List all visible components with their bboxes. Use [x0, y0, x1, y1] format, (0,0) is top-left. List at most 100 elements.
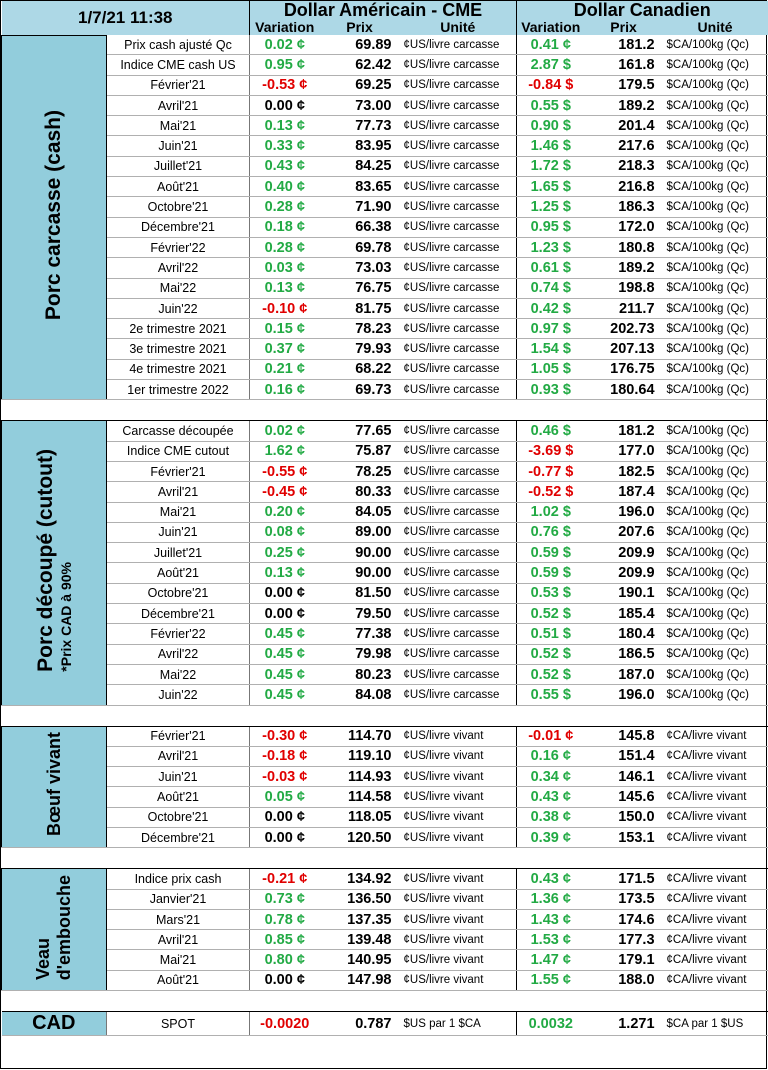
ca-variation: 0.93 $ — [516, 379, 585, 401]
us-unit: ¢US/livre vivant — [399, 786, 518, 808]
us-unit: ¢US/livre carcasse — [399, 420, 518, 442]
ca-unit: ¢CA/livre vivant — [662, 970, 768, 992]
us-unit: ¢US/livre vivant — [399, 868, 518, 890]
ca-price: 196.0 — [584, 684, 663, 706]
ca-unit: $CA/100kg (Qc) — [662, 502, 768, 523]
us-unit: ¢US/livre vivant — [399, 889, 518, 910]
row-label: Août'21 — [106, 786, 250, 808]
row-label: Juin'21 — [106, 135, 250, 157]
row-label: Février'22 — [106, 237, 250, 259]
ca-price: 174.6 — [584, 909, 663, 931]
table-row: Février'21 -0.53 ¢ 69.25 ¢US/livre carcasse… — [2, 75, 768, 96]
us-variation: 0.13 ¢ — [249, 278, 320, 299]
ca-price: 217.6 — [584, 135, 663, 157]
row-label: Janvier'21 — [106, 889, 250, 910]
table-row: Juin'22 -0.10 ¢ 81.75 ¢US/livre carcasse 0.4… — [2, 298, 768, 320]
ca-unit: $CA/100kg (Qc) — [662, 441, 768, 462]
row-label: Mai'21 — [106, 115, 250, 137]
ca-variation: 1.72 $ — [516, 156, 585, 178]
ca-variation: 0.52 $ — [516, 644, 585, 665]
table-row: Avril'21 0.00 ¢ 73.00 ¢US/livre carcasse 0.5… — [2, 95, 768, 117]
row-label: Prix cash ajusté Qc — [106, 35, 250, 56]
ca-unit: $CA/100kg (Qc) — [662, 176, 768, 198]
usd-group-title: Dollar Américain - CME — [249, 1, 518, 19]
us-variation: 0.02 ¢ — [249, 420, 320, 442]
us-variation: 0.08 ¢ — [249, 522, 320, 544]
ca-unit: $CA/100kg (Qc) — [662, 542, 768, 564]
us-price: 147.98 — [319, 970, 400, 992]
section-title: Bœuf vivant — [43, 732, 64, 837]
ca-unit: ¢CA/livre vivant — [662, 726, 768, 747]
ca-unit: $CA/100kg (Qc) — [662, 318, 768, 340]
row-label: Indice CME cutout — [106, 441, 250, 462]
table-row: Mai'21 0.13 ¢ 77.73 ¢US/livre carcasse 0.90 … — [2, 115, 768, 137]
ca-variation: 0.51 $ — [516, 623, 585, 645]
ca-price: 189.2 — [584, 95, 663, 117]
boeuf-section-label: Bœuf vivant — [1, 725, 107, 849]
ca-variation: 0.42 $ — [516, 298, 585, 320]
us-price: 79.93 — [319, 338, 400, 360]
us-variation: 0.37 ¢ — [249, 338, 320, 360]
ca-price: 151.4 — [584, 746, 663, 768]
row-label: Mai'21 — [106, 502, 250, 523]
us-variation: -0.53 ¢ — [249, 75, 320, 96]
ca-price: 190.1 — [584, 583, 663, 605]
us-unit: ¢US/livre carcasse — [399, 684, 518, 706]
table-row: Indice CME cash US 0.95 ¢ 62.42 ¢US/livre c… — [2, 54, 768, 76]
ca-variation: -0.01 ¢ — [516, 726, 585, 747]
table-row: Août'21 0.05 ¢ 114.58 ¢US/livre vivant 0.43 … — [2, 786, 768, 808]
carcasse-section-label: Porc carcasse (cash) — [1, 34, 107, 401]
header-row-columns: Variation Prix Unité Variation Prix Unit… — [2, 19, 768, 35]
ca-variation: 1.36 ¢ — [516, 889, 585, 910]
ca-variation: 0.52 $ — [516, 603, 585, 625]
section-title: Porc découpé (cutout) — [34, 449, 57, 672]
table-row: Janvier'21 0.73 ¢ 136.50 ¢US/livre vivant 1.… — [2, 889, 768, 910]
ca-unit: ¢CA/livre vivant — [662, 889, 768, 910]
us-unit: ¢US/livre carcasse — [399, 562, 518, 584]
us-variation: 0.00 ¢ — [249, 603, 320, 625]
us-price: 90.00 — [319, 562, 400, 584]
us-variation: -0.0020 — [249, 1011, 320, 1037]
us-unit: ¢US/livre carcasse — [399, 217, 518, 238]
ca-variation-header: Variation — [516, 19, 585, 35]
us-unit: ¢US/livre carcasse — [399, 298, 518, 320]
row-label: Décembre'21 — [106, 603, 250, 625]
us-unit: ¢US/livre carcasse — [399, 156, 518, 178]
ca-unit: $CA/100kg (Qc) — [662, 338, 768, 360]
ca-unit: $CA/100kg (Qc) — [662, 156, 768, 178]
ca-price: 185.4 — [584, 603, 663, 625]
us-variation: 0.00 ¢ — [249, 807, 320, 828]
ca-variation: 0.59 $ — [516, 542, 585, 564]
row-label: Octobre'21 — [106, 807, 250, 828]
ca-price: 189.2 — [584, 257, 663, 279]
ca-price: 145.8 — [584, 726, 663, 747]
table-row: 2e trimestre 2021 0.15 ¢ 78.23 ¢US/livre ca… — [2, 318, 768, 340]
us-unit: ¢US/livre carcasse — [399, 338, 518, 360]
ca-price: 209.9 — [584, 542, 663, 564]
ca-price: 180.8 — [584, 237, 663, 259]
table-row: 3e trimestre 2021 0.37 ¢ 79.93 ¢US/livre ca… — [2, 338, 768, 360]
us-variation: 0.16 ¢ — [249, 379, 320, 401]
table-row: Octobre'21 0.00 ¢ 118.05 ¢US/livre vivant 0.… — [2, 807, 768, 828]
us-price: 114.58 — [319, 786, 400, 808]
us-price: 78.25 — [319, 461, 400, 483]
us-unit: ¢US/livre carcasse — [399, 542, 518, 564]
ca-unit: ¢CA/livre vivant — [662, 786, 768, 808]
ca-price: 181.2 — [584, 420, 663, 442]
us-variation: 0.18 ¢ — [249, 217, 320, 238]
ca-unit: $CA/100kg (Qc) — [662, 75, 768, 96]
table-row: Février'22 0.28 ¢ 69.78 ¢US/livre carcasse 1… — [2, 237, 768, 259]
us-price: 83.95 — [319, 135, 400, 157]
ca-price: 198.8 — [584, 278, 663, 299]
row-label: Mai'22 — [106, 664, 250, 686]
us-price: 139.48 — [319, 929, 400, 951]
ca-price: 179.5 — [584, 75, 663, 96]
ca-unit: $CA/100kg (Qc) — [662, 562, 768, 584]
ca-unit: $CA/100kg (Qc) — [662, 623, 768, 645]
us-price: 90.00 — [319, 542, 400, 564]
ca-variation: -0.52 $ — [516, 481, 585, 503]
us-price: 75.87 — [319, 441, 400, 462]
us-price: 76.75 — [319, 278, 400, 299]
us-price: 78.23 — [319, 318, 400, 340]
ca-unit: $CA/100kg (Qc) — [662, 644, 768, 665]
